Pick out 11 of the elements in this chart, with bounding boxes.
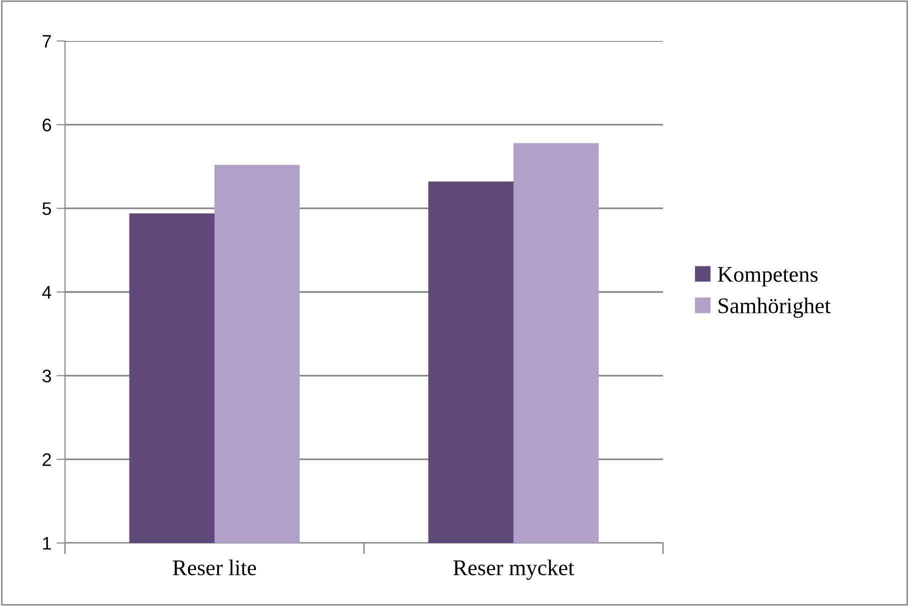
- y-tick-label: 7: [42, 35, 51, 48]
- y-tick-label: 6: [42, 118, 52, 132]
- y-tick-label: 2: [42, 453, 51, 466]
- y-tick-label: 5: [42, 202, 52, 216]
- legend-label: Samhörighet: [718, 298, 831, 318]
- y-tick-label: 4: [42, 286, 52, 299]
- x-tick-label: Reser lite: [172, 560, 256, 576]
- x-tick-label: Reser mycket: [453, 560, 574, 580]
- legend-label: Kompetens: [718, 267, 818, 286]
- y-tick-label: 3: [42, 370, 52, 382]
- y-tick-label: 1: [43, 537, 51, 550]
